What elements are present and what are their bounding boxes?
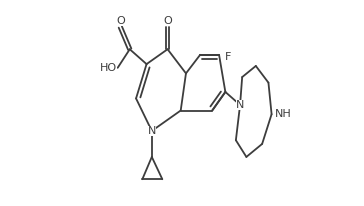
Text: O: O bbox=[163, 16, 172, 26]
Text: HO: HO bbox=[100, 63, 117, 73]
Text: N: N bbox=[148, 126, 156, 136]
Text: O: O bbox=[116, 16, 124, 26]
Text: NH: NH bbox=[274, 109, 291, 119]
Text: N: N bbox=[236, 100, 244, 110]
Text: F: F bbox=[225, 52, 231, 62]
